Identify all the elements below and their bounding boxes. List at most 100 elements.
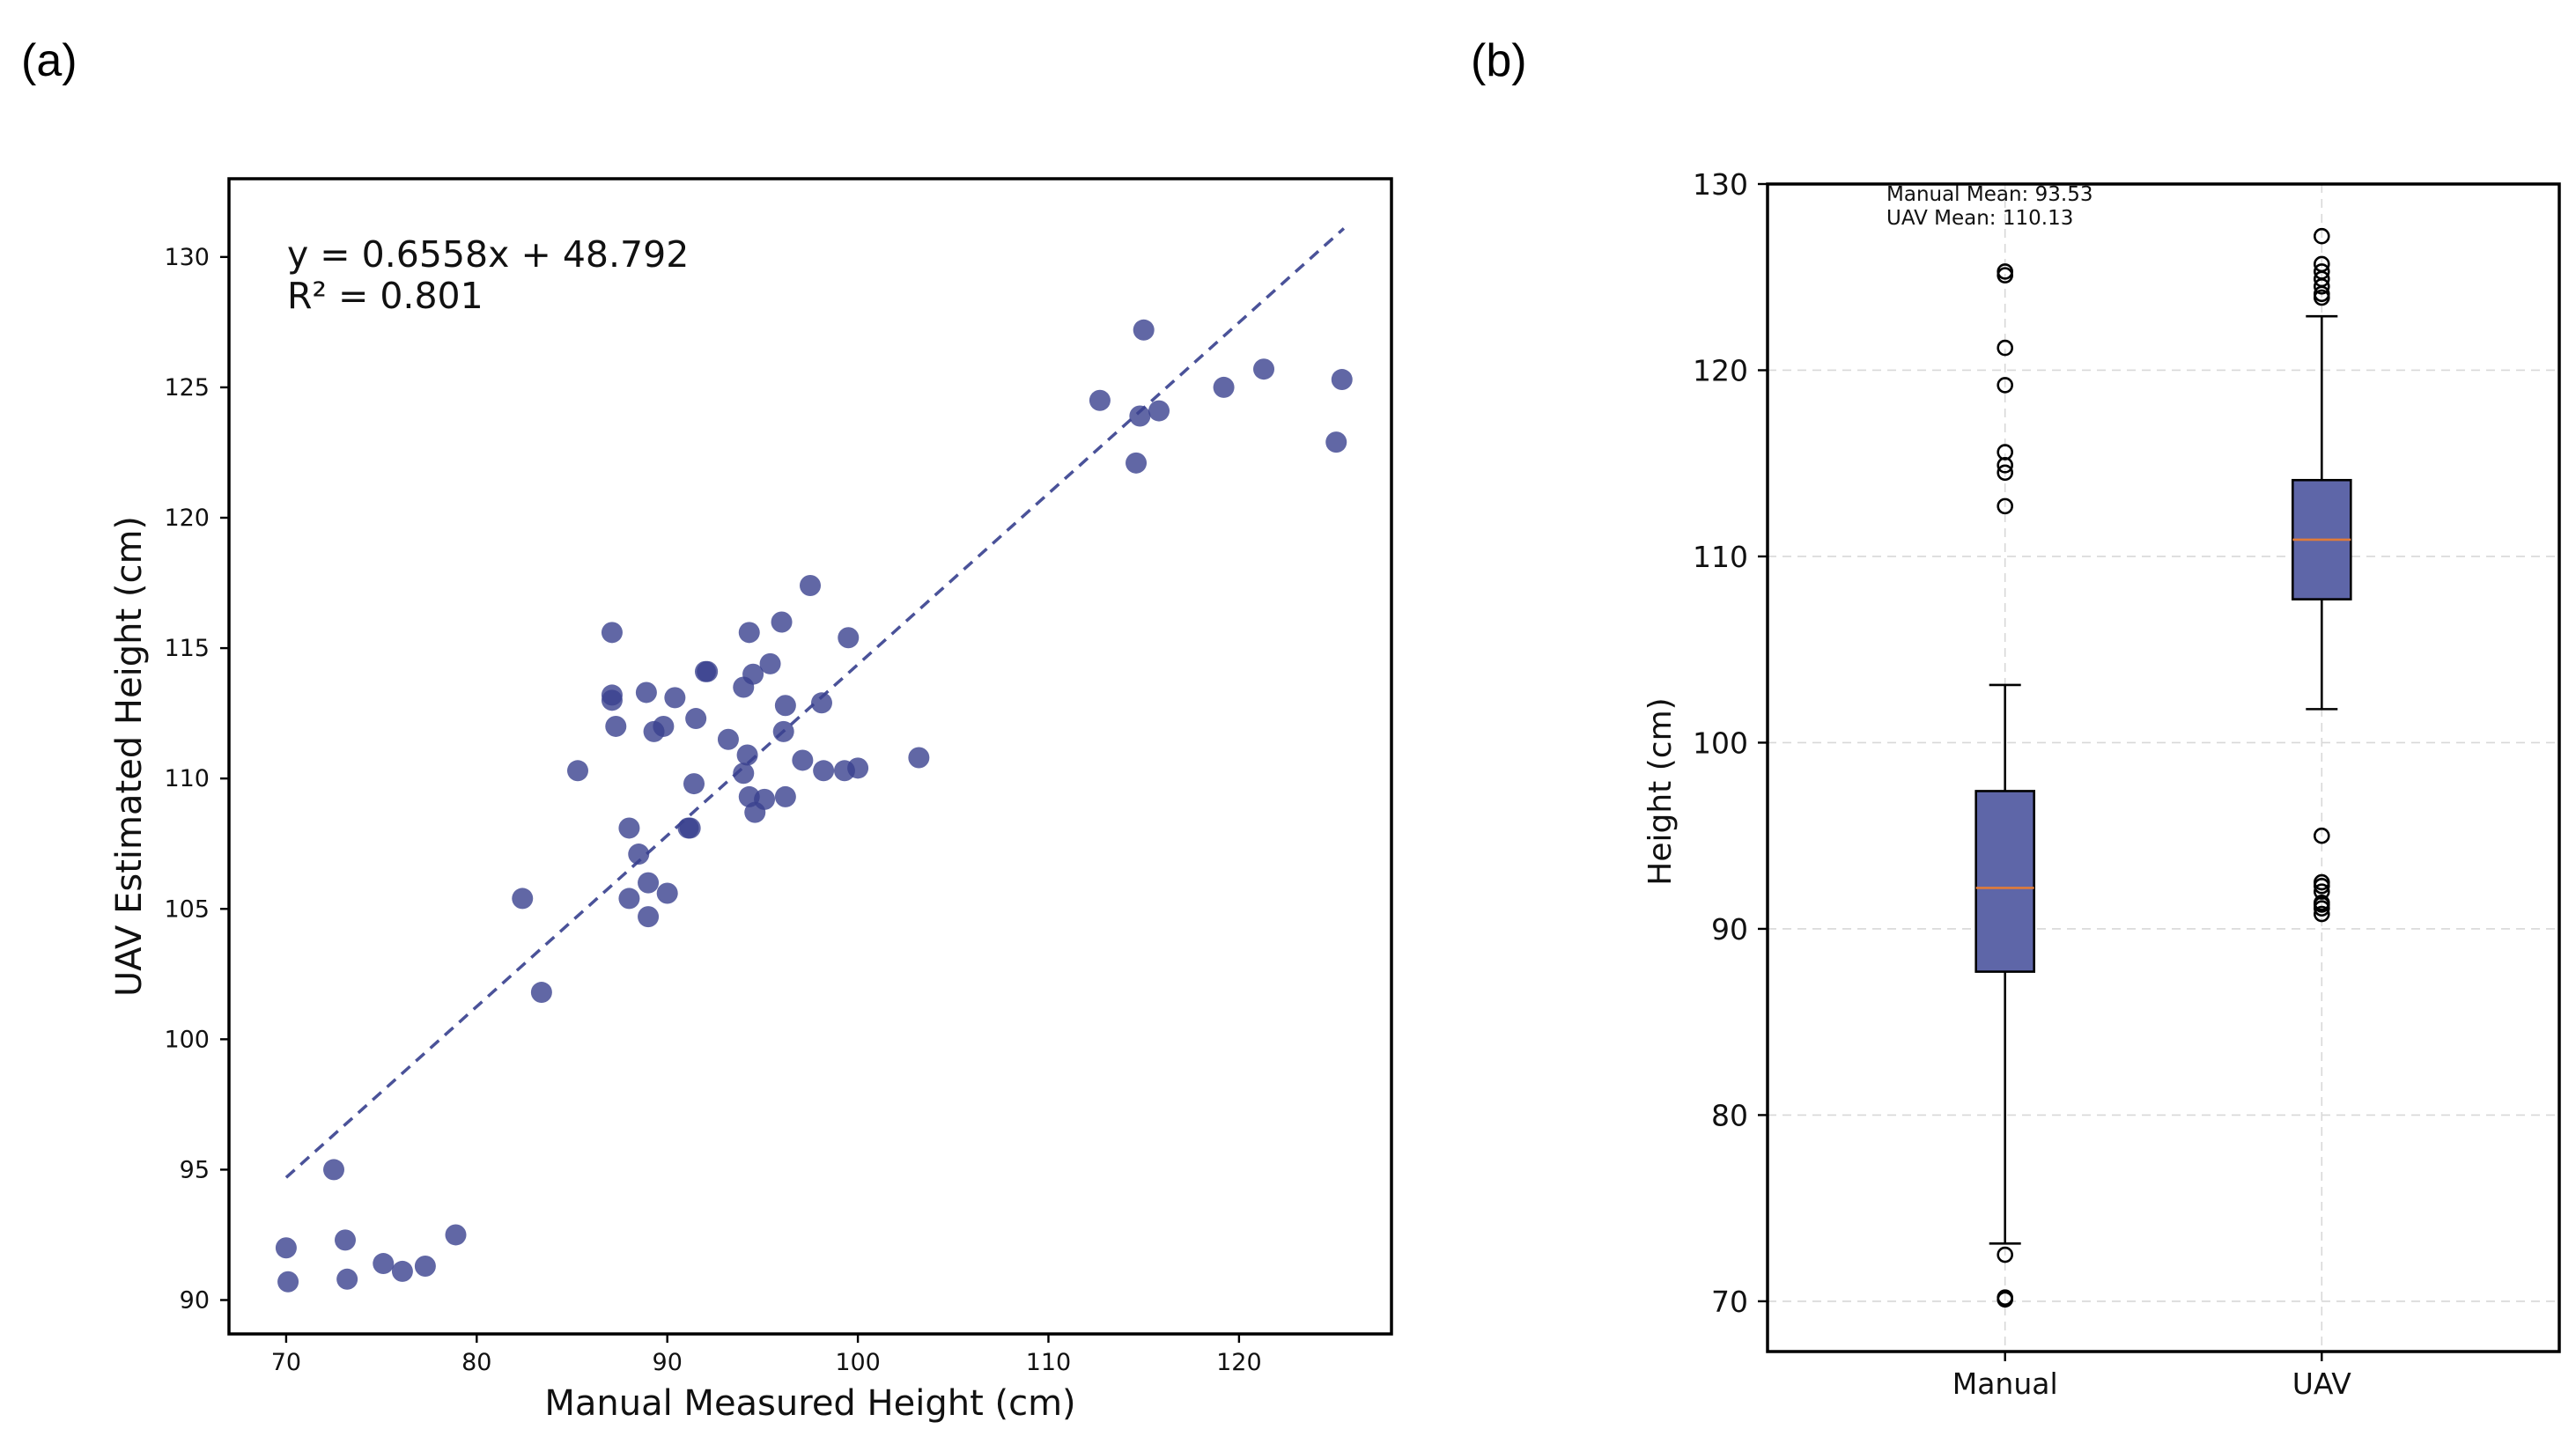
outlier-point bbox=[1997, 267, 2013, 284]
scatter-point bbox=[759, 652, 781, 674]
scatter-panel: 70 80 90 100 110 120 90 95 100 105 110 115 120 125 130… bbox=[109, 177, 1393, 1424]
boxplot-boxes bbox=[1974, 227, 2352, 1308]
scatter-point bbox=[1253, 358, 1275, 380]
scatter-point bbox=[813, 760, 835, 782]
y-tick-label: 100 bbox=[164, 1026, 210, 1053]
boxplot-ticks: 70 80 90 100 110 120 130 Manual UAV bbox=[1693, 167, 2351, 1401]
scatter-point bbox=[664, 687, 686, 709]
scatter-point bbox=[391, 1260, 413, 1282]
y-tick-label: 110 bbox=[1693, 540, 1748, 574]
y-tick-label: 125 bbox=[164, 374, 210, 402]
scatter-point bbox=[774, 695, 796, 717]
uav-mean-note: UAV Mean: 110.13 bbox=[1886, 207, 2073, 230]
x-tick-label: Manual bbox=[1952, 1367, 2058, 1401]
scatter-point bbox=[1331, 369, 1353, 391]
x-tick-label: UAV bbox=[2292, 1367, 2352, 1401]
scatter-point bbox=[679, 817, 701, 839]
scatter-point bbox=[653, 715, 675, 737]
scatter-point bbox=[335, 1229, 356, 1251]
scatter-point bbox=[618, 817, 640, 839]
scatter-point bbox=[738, 622, 760, 644]
outlier-point bbox=[2314, 278, 2330, 295]
y-tick-label: 95 bbox=[180, 1156, 210, 1183]
scatter-point bbox=[275, 1237, 297, 1259]
scatter-point bbox=[771, 611, 793, 633]
scatter-point bbox=[772, 720, 794, 742]
y-tick-label: 100 bbox=[1693, 726, 1748, 760]
scatter-point bbox=[1133, 319, 1155, 341]
scatter-point bbox=[810, 692, 832, 714]
x-tick-label: 100 bbox=[835, 1349, 881, 1376]
scatter-point bbox=[414, 1255, 436, 1277]
scatter-point bbox=[530, 982, 552, 1004]
scatter-point bbox=[277, 1271, 299, 1293]
scatter-point bbox=[717, 728, 739, 750]
scatter-point bbox=[373, 1253, 395, 1275]
scatter-point bbox=[638, 872, 660, 894]
r-squared-label: R² = 0.801 bbox=[287, 275, 483, 317]
regression-equation: y = 0.6558x + 48.792 bbox=[287, 233, 689, 276]
scatter-plot-frame bbox=[227, 177, 1393, 1336]
scatter-point bbox=[742, 663, 764, 685]
outlier-point bbox=[1997, 464, 2013, 482]
y-axis-label: UAV Estimated Height (cm) bbox=[109, 516, 150, 997]
y-tick-label: 90 bbox=[180, 1286, 210, 1314]
scatter-point bbox=[1148, 400, 1170, 422]
scatter-point bbox=[445, 1224, 467, 1246]
scatter-point bbox=[683, 773, 705, 795]
iqr-box bbox=[1974, 790, 2035, 973]
scatter-point bbox=[567, 760, 588, 782]
panel-a-label: (a) bbox=[21, 35, 78, 86]
scatter-point bbox=[1126, 452, 1148, 474]
scatter-point bbox=[512, 888, 534, 910]
box-manual bbox=[1974, 263, 2035, 1308]
outlier-point bbox=[1997, 339, 2013, 357]
boxplot-y-axis-label: Height (cm) bbox=[1642, 697, 1679, 885]
x-tick-label: 90 bbox=[653, 1349, 683, 1376]
scatter-point bbox=[323, 1159, 345, 1181]
scatter-point bbox=[601, 689, 623, 711]
scatter-point bbox=[656, 882, 678, 904]
y-tick-label: 120 bbox=[1693, 353, 1748, 387]
x-tick-label: 70 bbox=[271, 1349, 301, 1376]
x-tick-label: 120 bbox=[1216, 1349, 1262, 1376]
scatter-point bbox=[847, 757, 869, 779]
outlier-point bbox=[2314, 877, 2330, 895]
y-tick-label: 130 bbox=[164, 244, 210, 271]
scatter-points bbox=[275, 319, 1353, 1293]
y-tick-label: 70 bbox=[1711, 1285, 1748, 1319]
y-tick-label: 110 bbox=[164, 765, 210, 792]
scatter-point bbox=[1129, 405, 1151, 427]
x-axis-label: Manual Measured Height (cm) bbox=[544, 1383, 1075, 1424]
scatter-point bbox=[628, 844, 650, 866]
scatter-point bbox=[605, 715, 627, 737]
scatter-point bbox=[733, 763, 755, 785]
outlier-point bbox=[2314, 289, 2330, 306]
outlier-point bbox=[1997, 1291, 2013, 1308]
boxplot-grid bbox=[1768, 183, 2559, 1352]
outlier-point bbox=[2314, 905, 2330, 923]
scatter-point bbox=[792, 749, 814, 771]
scatter-point bbox=[618, 888, 640, 910]
regression-line bbox=[284, 227, 1346, 1179]
outlier-point bbox=[1997, 457, 2013, 474]
box-uav bbox=[2292, 227, 2352, 923]
scatter-point bbox=[1213, 376, 1235, 398]
boxplot-panel: 70 80 90 100 110 120 130 Manual UAV Manual Mean:… bbox=[1642, 167, 2561, 1401]
outlier-point bbox=[1997, 1246, 2013, 1264]
scatter-point bbox=[601, 622, 623, 644]
y-tick-label: 120 bbox=[164, 505, 210, 532]
scatter-point bbox=[800, 575, 821, 597]
scatter-point bbox=[336, 1268, 358, 1290]
panel-b-label: (b) bbox=[1471, 35, 1527, 86]
outlier-point bbox=[1997, 377, 2013, 394]
scatter-point bbox=[1325, 431, 1347, 453]
scatter-point bbox=[635, 681, 657, 704]
outlier-point bbox=[1997, 497, 2013, 515]
boxplot-frame bbox=[1766, 182, 2561, 1353]
scatter-point bbox=[774, 785, 796, 807]
scatter-point bbox=[908, 747, 930, 769]
outlier-point bbox=[2314, 827, 2330, 844]
outlier-point bbox=[2314, 227, 2330, 245]
